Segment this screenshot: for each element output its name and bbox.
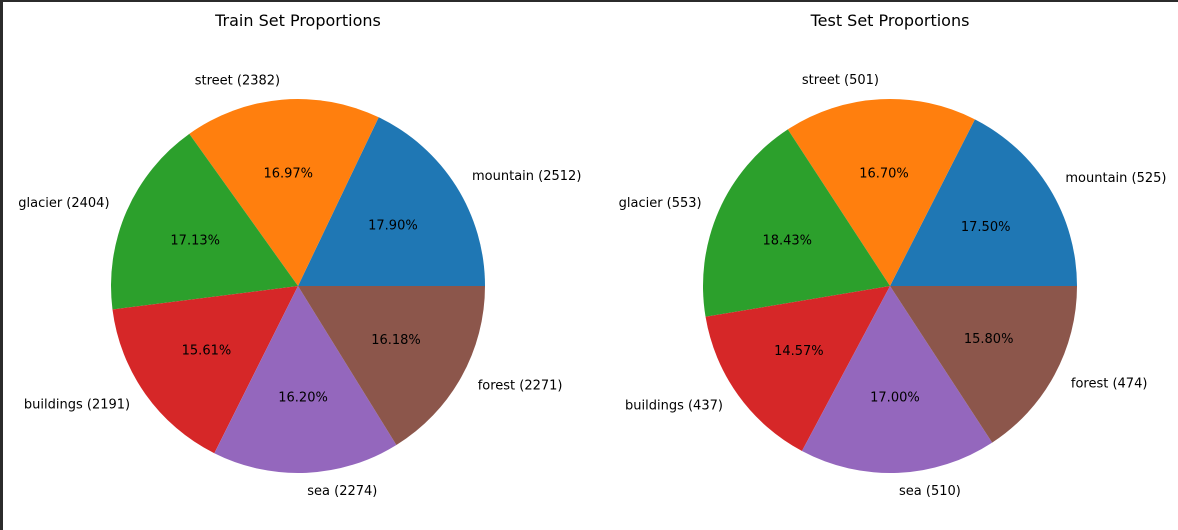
train-pie-labels: 17.90% mountain (2512) 16.97% street (2382)…: [18, 74, 581, 499]
test-slice-mountain: [890, 119, 1077, 286]
test-slice-label-forest: forest (474): [1071, 376, 1148, 391]
test-slice-street: [787, 98, 975, 286]
train-slice-street: [189, 98, 379, 287]
train-slice-label-street: street (2382): [195, 74, 280, 89]
train-slice-sea: [214, 286, 397, 474]
train-pct-label-glacier: 17.13%: [170, 234, 220, 249]
train-pct-label-mountain: 17.90%: [368, 219, 418, 234]
test-pie-slices: [702, 98, 1077, 474]
train-slice-label-glacier: glacier (2404): [18, 196, 109, 211]
test-slice-glacier: [702, 129, 890, 317]
test-pct-label-mountain: 17.50%: [961, 220, 1011, 235]
test-slice-buildings: [705, 286, 890, 451]
train-slice-forest: [298, 286, 485, 446]
test-pie-chart: Test Set Proportions 17.50% mountain (525…: [619, 11, 1167, 499]
train-pie-chart: Train Set Proportions 17.90% mountain (25…: [18, 11, 581, 499]
train-slice-label-sea: sea (2274): [307, 484, 377, 499]
test-slice-label-sea: sea (510): [899, 484, 961, 499]
test-slice-label-glacier: glacier (553): [619, 196, 702, 211]
test-pct-label-street: 16.70%: [859, 166, 909, 181]
test-slice-label-street: street (501): [802, 73, 879, 88]
train-slice-label-buildings: buildings (2191): [24, 397, 130, 412]
train-slice-label-mountain: mountain (2512): [472, 169, 581, 184]
train-pie-slices: [111, 98, 485, 474]
test-slice-label-mountain: mountain (525): [1065, 171, 1166, 186]
train-slice-label-forest: forest (2271): [478, 379, 563, 394]
train-chart-title: Train Set Proportions: [214, 11, 381, 30]
train-slice-glacier: [111, 133, 298, 310]
test-chart-title: Test Set Proportions: [810, 11, 970, 30]
train-slice-mountain: [298, 117, 485, 286]
train-pct-label-forest: 16.18%: [371, 333, 421, 348]
test-pie-labels: 17.50% mountain (525) 16.70% street (501) 18…: [619, 73, 1167, 499]
test-pct-label-buildings: 14.57%: [774, 344, 824, 359]
train-slice-buildings: [112, 286, 298, 454]
test-pct-label-glacier: 18.43%: [762, 233, 812, 248]
test-slice-forest: [890, 286, 1077, 443]
test-slice-sea: [801, 286, 993, 474]
test-pct-label-sea: 17.00%: [870, 391, 920, 406]
test-pct-label-forest: 15.80%: [964, 332, 1014, 347]
train-pct-label-street: 16.97%: [263, 167, 313, 182]
test-slice-label-buildings: buildings (437): [625, 399, 723, 414]
train-pct-label-sea: 16.20%: [278, 391, 328, 406]
train-pct-label-buildings: 15.61%: [182, 343, 232, 358]
